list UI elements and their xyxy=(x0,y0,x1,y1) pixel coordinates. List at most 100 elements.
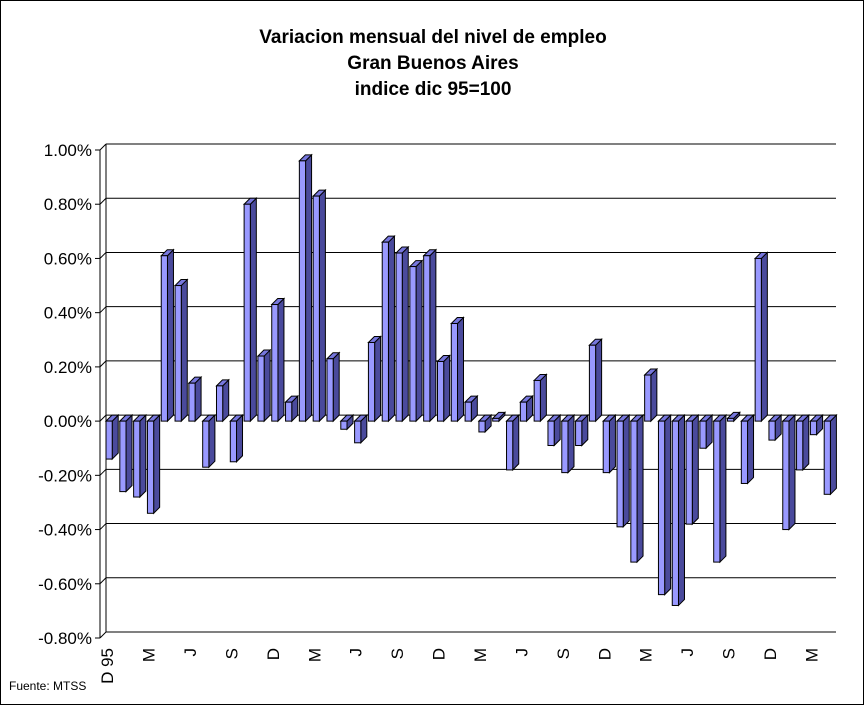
bar xyxy=(753,251,769,423)
bar xyxy=(256,348,272,423)
y-tick-label: -0.20% xyxy=(38,466,92,485)
bar-front xyxy=(561,420,569,474)
y-tick-label: -0.80% xyxy=(38,629,92,648)
y-tick-label: 1.00% xyxy=(44,141,92,160)
bar xyxy=(270,297,286,423)
bar-front xyxy=(713,420,721,563)
bar xyxy=(353,413,369,445)
bar xyxy=(284,394,299,423)
bar-side xyxy=(691,413,699,526)
bar xyxy=(381,234,396,423)
bar-front xyxy=(381,241,389,422)
bar-side xyxy=(788,413,796,531)
bar-side xyxy=(236,413,244,463)
bar-front xyxy=(740,420,749,484)
bar-side xyxy=(443,354,451,423)
bar xyxy=(132,413,148,499)
bar-front xyxy=(464,401,472,422)
bar-front xyxy=(768,420,776,441)
bar-front xyxy=(285,401,293,422)
gridline-depth xyxy=(99,306,107,314)
bar-side xyxy=(415,259,423,423)
bar-front xyxy=(492,417,500,422)
bar-front xyxy=(450,323,458,422)
bar-side xyxy=(456,316,464,423)
bar-front xyxy=(478,420,486,433)
x-tick-label: M xyxy=(637,648,656,662)
y-tick-label: -0.40% xyxy=(38,521,92,540)
x-tick-label: D 95 xyxy=(98,648,117,684)
x-tick-label: D xyxy=(595,648,614,660)
bar xyxy=(684,413,700,526)
bar xyxy=(394,245,410,423)
bar-front xyxy=(575,420,583,447)
bar-side xyxy=(374,335,382,423)
bar xyxy=(643,367,659,423)
bar-front xyxy=(119,420,127,493)
gridline-depth xyxy=(99,143,107,151)
bar-front xyxy=(809,420,818,436)
bar-front xyxy=(630,420,638,563)
bar-side xyxy=(539,373,547,423)
x-tick-label: J xyxy=(512,648,531,657)
bar xyxy=(339,413,355,431)
x-tick-label: J xyxy=(181,648,200,657)
bar-front xyxy=(782,420,790,531)
bar-side xyxy=(125,413,133,493)
bar xyxy=(173,278,189,423)
bar xyxy=(408,259,424,423)
bar xyxy=(201,413,217,469)
gridline-depth xyxy=(99,523,107,530)
bar xyxy=(118,413,134,493)
bar xyxy=(242,197,258,423)
x-tick-label: J xyxy=(678,648,697,657)
bar-front xyxy=(202,420,210,468)
bar-front xyxy=(671,420,679,606)
bar xyxy=(532,373,548,423)
bar-side xyxy=(332,351,340,423)
y-tick-label: 0.20% xyxy=(44,358,92,377)
bar-side xyxy=(719,413,727,564)
bar-side xyxy=(153,413,161,515)
bar-front xyxy=(754,257,762,422)
bar-side xyxy=(180,278,188,423)
chart-title-line-1: Variacion mensual del nivel de empleo xyxy=(259,27,607,48)
x-tick-label: S xyxy=(388,648,407,659)
bar-front xyxy=(602,420,610,474)
bar-front xyxy=(547,420,555,447)
bar-side xyxy=(208,413,216,469)
axes xyxy=(99,144,107,638)
gridline-depth xyxy=(99,631,107,639)
bar-front xyxy=(105,420,113,460)
bar-front xyxy=(326,358,334,422)
bar-front xyxy=(644,374,652,422)
bar-front xyxy=(257,355,265,422)
bar-side xyxy=(194,375,202,423)
bar xyxy=(602,413,617,474)
bar-front xyxy=(823,420,831,495)
bar-side xyxy=(829,413,837,496)
bar xyxy=(491,411,507,423)
bar xyxy=(519,394,534,423)
bar-side xyxy=(747,413,755,485)
x-tick-label: S xyxy=(720,648,739,659)
bar-side xyxy=(401,245,409,423)
bar-front xyxy=(354,420,362,444)
bar-front xyxy=(133,420,141,498)
gridline-depth xyxy=(99,414,107,422)
bar-side xyxy=(512,413,520,472)
bar-front xyxy=(506,420,514,471)
bar xyxy=(698,413,714,450)
bar-side xyxy=(277,297,285,423)
gridline-depth xyxy=(99,252,107,259)
bar xyxy=(477,413,493,434)
bar xyxy=(629,413,645,564)
bar-front xyxy=(174,285,182,422)
bar xyxy=(615,413,631,529)
bar xyxy=(436,354,451,423)
bar xyxy=(367,335,382,423)
bar xyxy=(298,153,313,423)
bar xyxy=(546,413,562,447)
